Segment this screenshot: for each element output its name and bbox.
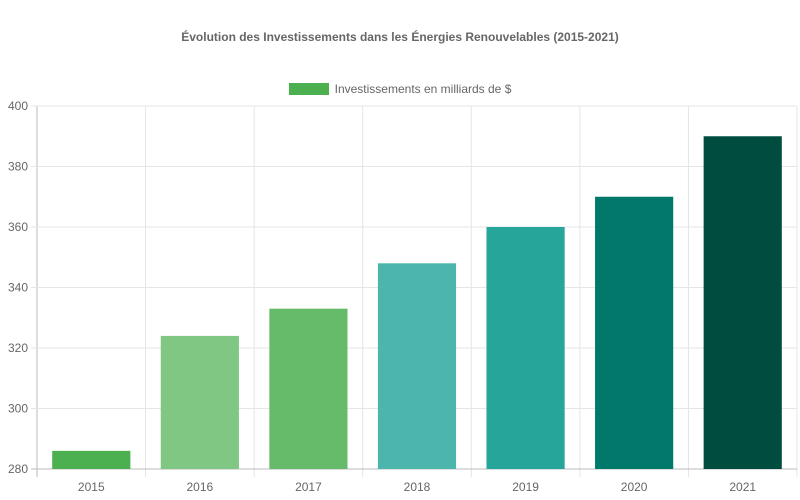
bar-2016 <box>160 335 239 469</box>
bar-2015 <box>52 450 131 469</box>
x-tick-label: 2018 <box>404 480 431 494</box>
legend-label: Investissements en milliards de $ <box>334 82 512 96</box>
legend-swatch <box>288 83 329 95</box>
y-tick-label: 360 <box>8 220 28 234</box>
x-tick-label: 2016 <box>187 480 214 494</box>
y-tick-label: 400 <box>8 99 28 113</box>
x-tick-label: 2020 <box>621 480 648 494</box>
legend[interactable]: Investissements en milliards de $ <box>0 82 800 96</box>
bar-2018 <box>377 263 457 469</box>
bar-2021 <box>703 136 782 469</box>
x-tick-label: 2015 <box>78 480 105 494</box>
x-tick-label: 2019 <box>512 480 539 494</box>
bar-2017 <box>269 308 348 469</box>
y-tick-label: 380 <box>8 160 28 174</box>
y-tick-label: 340 <box>8 281 28 295</box>
bar-2020 <box>595 196 674 469</box>
y-tick-label: 300 <box>8 402 28 416</box>
chart-title: Évolution des Investissements dans les É… <box>181 30 619 44</box>
x-tick-label: 2021 <box>729 480 756 494</box>
x-tick-label: 2017 <box>295 480 322 494</box>
y-tick-label: 320 <box>8 341 28 355</box>
y-tick-label: 280 <box>8 462 28 476</box>
bar-2019 <box>486 227 565 469</box>
